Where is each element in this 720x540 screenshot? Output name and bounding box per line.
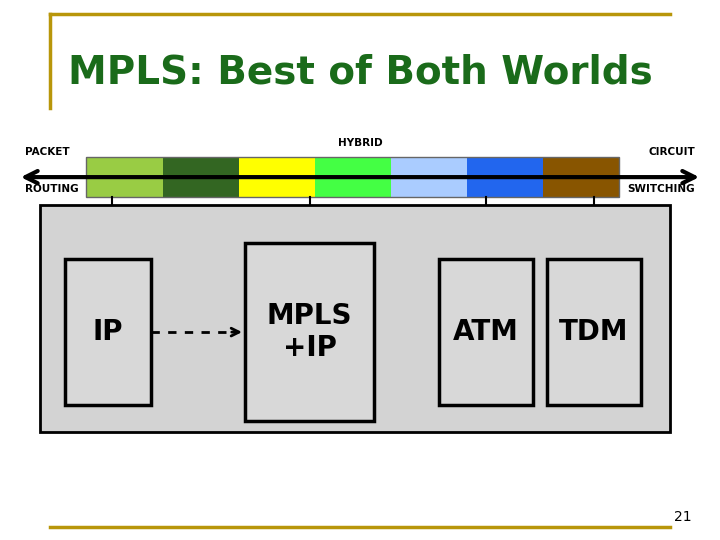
Text: SWITCHING: SWITCHING [627, 184, 695, 194]
Bar [86, 157, 619, 197]
Bar [391, 157, 467, 197]
Bar [467, 157, 543, 197]
Bar [238, 157, 315, 197]
Bar [439, 259, 533, 405]
Text: TDM: TDM [559, 318, 629, 346]
Bar [543, 157, 619, 197]
Bar [163, 157, 238, 197]
Bar [40, 205, 670, 432]
Bar [245, 243, 374, 421]
Text: IP: IP [93, 318, 123, 346]
Text: MPLS: Best of Both Worlds: MPLS: Best of Both Worlds [68, 54, 652, 92]
Text: MPLS
+IP: MPLS +IP [267, 302, 352, 362]
Text: PACKET: PACKET [25, 146, 70, 157]
Text: 21: 21 [674, 510, 691, 524]
Bar [65, 259, 151, 405]
Text: ROUTING: ROUTING [25, 184, 78, 194]
Bar [547, 259, 641, 405]
Bar [315, 157, 391, 197]
Text: HYBRID: HYBRID [338, 138, 382, 149]
Text: ATM: ATM [453, 318, 519, 346]
Bar [86, 157, 163, 197]
Text: CIRCUIT: CIRCUIT [648, 146, 695, 157]
